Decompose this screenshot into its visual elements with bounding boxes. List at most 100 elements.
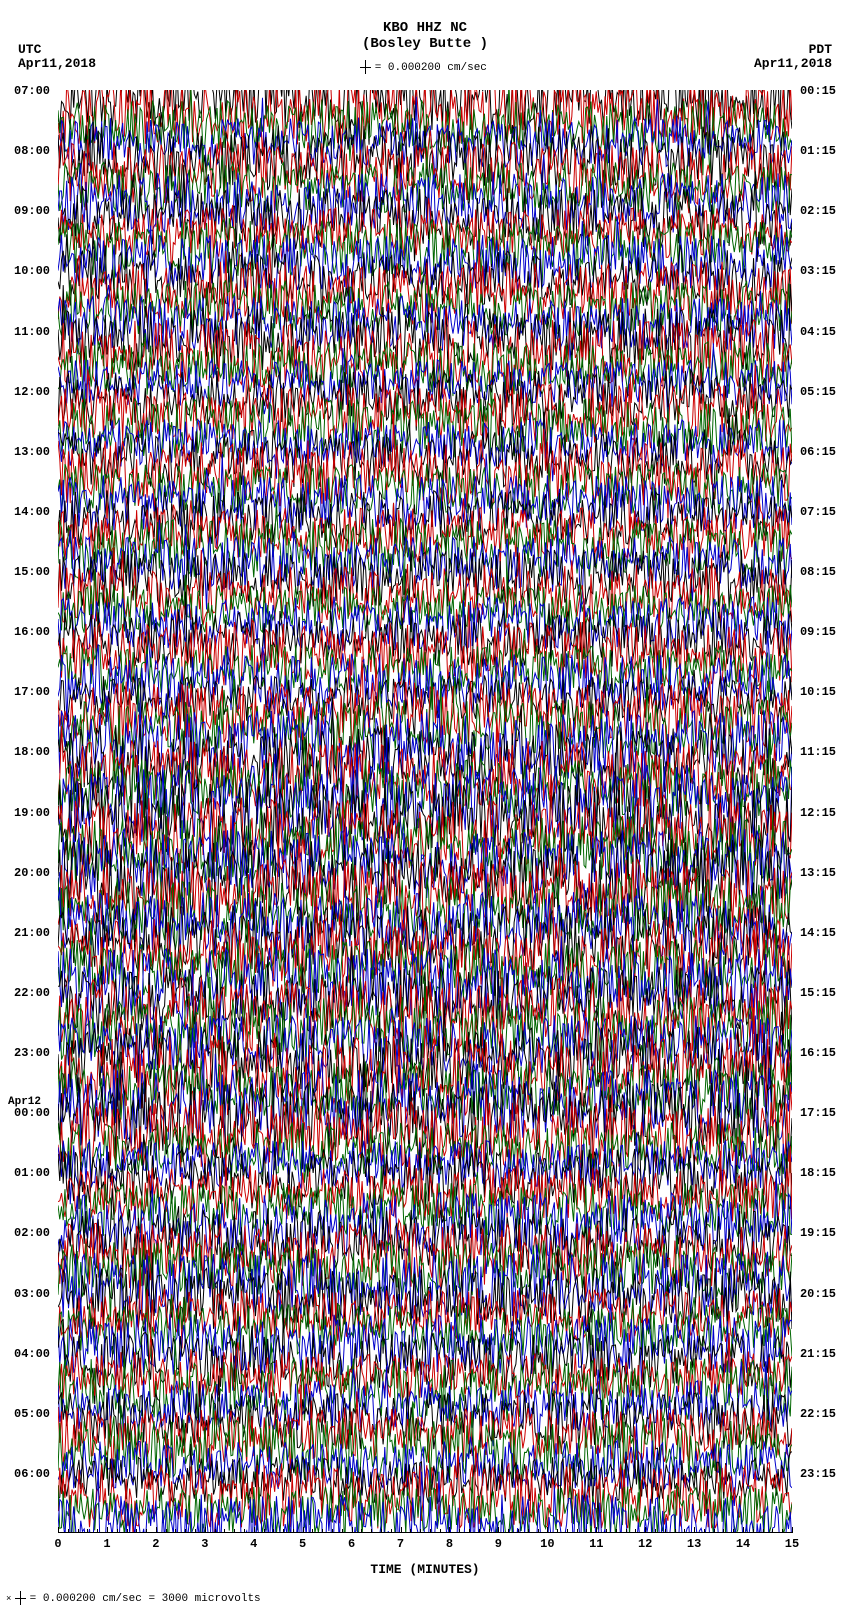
x-tick-minor [332, 1529, 333, 1533]
x-tick-minor [215, 1529, 216, 1533]
x-tick-minor [704, 1529, 705, 1533]
x-tick-minor [616, 1529, 617, 1533]
x-tick-minor [675, 1529, 676, 1533]
x-tick-minor [322, 1529, 323, 1533]
x-tick-minor [361, 1529, 362, 1533]
x-tick-label: 3 [201, 1537, 208, 1551]
pdt-time-label: 08:15 [800, 565, 836, 579]
x-tick-minor [97, 1529, 98, 1533]
x-tick-minor [782, 1529, 783, 1533]
x-tick-minor [538, 1529, 539, 1533]
x-tick-minor [753, 1529, 754, 1533]
x-tick-minor [626, 1529, 627, 1533]
x-tick-minor [185, 1529, 186, 1533]
x-tick-minor [528, 1529, 529, 1533]
x-tick-minor [87, 1529, 88, 1533]
x-tick-minor [342, 1529, 343, 1533]
x-tick-label: 14 [736, 1537, 750, 1551]
date-right: Apr11,2018 [754, 56, 832, 71]
x-tick-minor [557, 1529, 558, 1533]
utc-time-label: 18:00 [14, 745, 50, 759]
utc-time-label: 16:00 [14, 625, 50, 639]
x-tick [156, 1527, 157, 1533]
x-tick [743, 1527, 744, 1533]
helicorder-plot [58, 90, 792, 1533]
x-tick [792, 1527, 793, 1533]
x-tick-minor [459, 1529, 460, 1533]
x-tick-minor [371, 1529, 372, 1533]
pdt-time-label: 11:15 [800, 745, 836, 759]
x-tick-minor [391, 1529, 392, 1533]
pdt-time-label: 14:15 [800, 926, 836, 940]
scale-legend-top: = 0.000200 cm/sec [0, 60, 850, 74]
pdt-time-label: 09:15 [800, 625, 836, 639]
header: KBO HHZ NC (Bosley Butte ) [0, 20, 850, 52]
x-axis-title: TIME (MINUTES) [0, 1562, 850, 1577]
pdt-time-label: 15:15 [800, 986, 836, 1000]
x-tick-minor [733, 1529, 734, 1533]
x-tick [547, 1527, 548, 1533]
pdt-time-label: 04:15 [800, 325, 836, 339]
tz-label-right: PDT [809, 42, 832, 57]
x-tick-minor [78, 1529, 79, 1533]
utc-time-label: 14:00 [14, 505, 50, 519]
x-tick-minor [479, 1529, 480, 1533]
x-tick [596, 1527, 597, 1533]
utc-time-label: 03:00 [14, 1287, 50, 1301]
utc-time-label: 07:00 [14, 84, 50, 98]
utc-time-label: 04:00 [14, 1347, 50, 1361]
x-tick-minor [234, 1529, 235, 1533]
x-tick-minor [440, 1529, 441, 1533]
x-tick [645, 1527, 646, 1533]
pdt-time-label: 01:15 [800, 144, 836, 158]
utc-time-label: 17:00 [14, 685, 50, 699]
utc-time-label: 08:00 [14, 144, 50, 158]
utc-time-label: 22:00 [14, 986, 50, 1000]
pdt-time-label: 17:15 [800, 1106, 836, 1120]
x-tick-label: 10 [540, 1537, 554, 1551]
pdt-time-label: 00:15 [800, 84, 836, 98]
x-tick-minor [146, 1529, 147, 1533]
utc-time-label: 01:00 [14, 1166, 50, 1180]
x-tick [449, 1527, 450, 1533]
x-tick-minor [264, 1529, 265, 1533]
date-left: Apr11,2018 [18, 56, 96, 71]
x-axis: 0123456789101112131415 [58, 1532, 792, 1563]
pdt-time-label: 18:15 [800, 1166, 836, 1180]
x-tick-minor [489, 1529, 490, 1533]
x-tick-minor [117, 1529, 118, 1533]
utc-time-label: 09:00 [14, 204, 50, 218]
x-tick-minor [772, 1529, 773, 1533]
trace-row [58, 454, 792, 550]
x-tick-minor [410, 1529, 411, 1533]
pdt-time-label: 07:15 [800, 505, 836, 519]
station-location: (Bosley Butte ) [0, 36, 850, 52]
x-tick-minor [430, 1529, 431, 1533]
x-tick-minor [684, 1529, 685, 1533]
x-tick-minor [508, 1529, 509, 1533]
x-tick-minor [127, 1529, 128, 1533]
station-code: KBO HHZ NC [0, 20, 850, 36]
x-tick-label: 0 [54, 1537, 61, 1551]
pdt-time-label: 02:15 [800, 204, 836, 218]
x-tick-minor [763, 1529, 764, 1533]
utc-time-label: 02:00 [14, 1226, 50, 1240]
x-tick-label: 11 [589, 1537, 603, 1551]
x-tick-minor [577, 1529, 578, 1533]
x-tick [254, 1527, 255, 1533]
x-tick [107, 1527, 108, 1533]
pdt-time-label: 12:15 [800, 806, 836, 820]
x-tick-minor [606, 1529, 607, 1533]
pdt-time-column: 00:1501:1502:1503:1504:1505:1506:1507:15… [792, 90, 848, 1533]
x-tick-label: 15 [785, 1537, 799, 1551]
x-tick-minor [175, 1529, 176, 1533]
x-tick [352, 1527, 353, 1533]
utc-time-label: 23:00 [14, 1046, 50, 1060]
utc-time-label: 11:00 [14, 325, 50, 339]
pdt-time-label: 23:15 [800, 1467, 836, 1481]
pdt-time-label: 10:15 [800, 685, 836, 699]
x-tick [58, 1527, 59, 1533]
x-tick-minor [518, 1529, 519, 1533]
x-tick-minor [283, 1529, 284, 1533]
x-tick-minor [136, 1529, 137, 1533]
